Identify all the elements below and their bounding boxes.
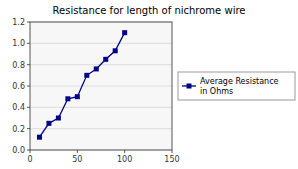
point bbox=[94, 66, 99, 71]
chart: 0.0 0.2 0.4 0.6 0.8 1.0 1.2 0 50 100 150 Resistance… bbox=[0, 0, 298, 169]
point bbox=[84, 73, 89, 78]
grid-line bbox=[30, 86, 172, 87]
series-group bbox=[37, 30, 127, 140]
chart-container: 0.0 0.2 0.4 0.6 0.8 1.0 1.2 0 50 100 150 Resistance… bbox=[0, 0, 298, 169]
tick-label: 0.4 bbox=[12, 103, 25, 112]
point bbox=[122, 30, 127, 35]
legend-swatch-marker bbox=[187, 84, 192, 89]
tick-label: 150 bbox=[164, 155, 179, 164]
axes: 0.0 0.2 0.4 0.6 0.8 1.0 1.2 0 50 100 150 bbox=[12, 18, 179, 164]
tick-label: 0.8 bbox=[12, 61, 25, 70]
tick-label: 1.0 bbox=[12, 39, 25, 48]
plot-frame bbox=[30, 22, 172, 150]
point bbox=[46, 121, 51, 126]
point bbox=[56, 116, 61, 121]
point bbox=[103, 57, 108, 62]
point bbox=[75, 94, 80, 99]
tick-label: 0.2 bbox=[12, 125, 25, 134]
grid-line bbox=[30, 43, 172, 44]
point bbox=[65, 96, 70, 101]
tick-label: 0 bbox=[27, 155, 32, 164]
tick-label: 0.6 bbox=[12, 82, 25, 91]
tick-label: 100 bbox=[117, 155, 132, 164]
tick-label: 1.2 bbox=[12, 18, 25, 27]
tick-label: 0.0 bbox=[12, 146, 25, 155]
grid-line bbox=[30, 107, 172, 108]
grid-line bbox=[30, 128, 172, 129]
plot-area bbox=[30, 22, 172, 150]
tick-label: 50 bbox=[72, 155, 82, 164]
legend-label: Average Resistancein Ohms bbox=[200, 77, 279, 96]
point bbox=[113, 48, 118, 53]
legend-box bbox=[178, 72, 295, 100]
line bbox=[39, 33, 124, 138]
legend: Average Resistancein Ohms bbox=[178, 72, 295, 100]
title: Resistance for length of nichrome wire bbox=[53, 5, 246, 16]
point bbox=[37, 135, 42, 140]
